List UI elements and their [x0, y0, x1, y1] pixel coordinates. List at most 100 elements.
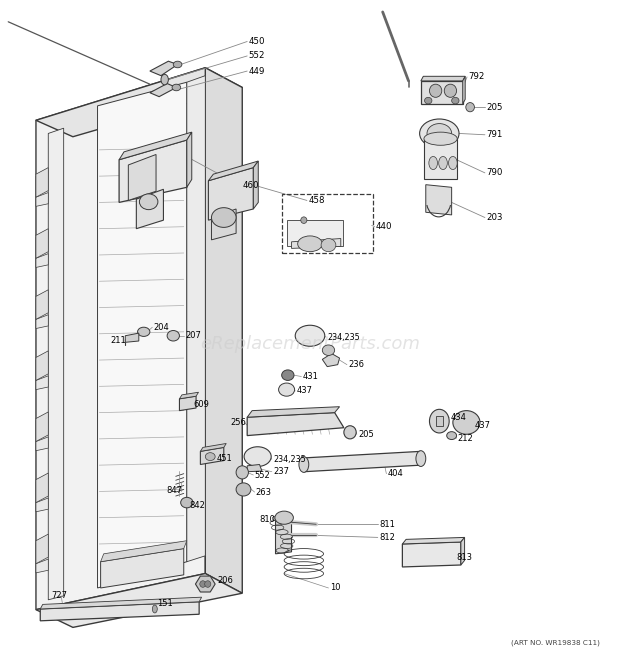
Text: 151: 151: [157, 599, 173, 607]
Ellipse shape: [322, 345, 335, 356]
Text: 256: 256: [230, 418, 246, 427]
Text: 205: 205: [486, 102, 503, 112]
Text: 440: 440: [375, 222, 392, 231]
Ellipse shape: [211, 208, 236, 227]
Text: 791: 791: [486, 130, 502, 139]
Polygon shape: [36, 498, 48, 512]
Ellipse shape: [236, 483, 251, 496]
Text: 811: 811: [379, 520, 395, 529]
Ellipse shape: [439, 157, 448, 170]
Polygon shape: [119, 132, 192, 160]
Polygon shape: [100, 549, 184, 588]
Text: 212: 212: [458, 434, 474, 443]
Ellipse shape: [425, 97, 432, 104]
Polygon shape: [136, 189, 164, 229]
Text: 211: 211: [110, 336, 126, 345]
Polygon shape: [200, 444, 226, 451]
Polygon shape: [436, 416, 443, 426]
Ellipse shape: [299, 457, 309, 473]
Ellipse shape: [278, 383, 294, 396]
Text: 813: 813: [456, 553, 472, 562]
Polygon shape: [36, 534, 48, 564]
Polygon shape: [291, 239, 341, 249]
Ellipse shape: [448, 157, 457, 170]
Polygon shape: [304, 451, 421, 472]
Polygon shape: [36, 192, 48, 206]
Ellipse shape: [167, 330, 179, 341]
Ellipse shape: [281, 370, 294, 381]
Ellipse shape: [427, 124, 451, 143]
Polygon shape: [119, 140, 187, 202]
Text: 263: 263: [256, 488, 272, 496]
Ellipse shape: [447, 432, 456, 440]
Text: 205: 205: [358, 430, 374, 439]
Ellipse shape: [180, 497, 193, 508]
Polygon shape: [402, 542, 461, 567]
Polygon shape: [36, 68, 205, 609]
Ellipse shape: [161, 74, 169, 85]
Text: 451: 451: [216, 454, 232, 463]
Text: 237: 237: [273, 467, 289, 476]
Polygon shape: [36, 229, 48, 258]
Text: 449: 449: [249, 67, 265, 75]
Text: 431: 431: [303, 372, 319, 381]
Polygon shape: [275, 516, 291, 554]
Ellipse shape: [321, 239, 336, 252]
Bar: [282, 194, 373, 253]
Text: 810: 810: [260, 514, 275, 524]
Polygon shape: [421, 81, 463, 104]
Ellipse shape: [301, 217, 307, 223]
Ellipse shape: [205, 453, 215, 461]
Polygon shape: [187, 132, 192, 187]
Ellipse shape: [445, 84, 456, 97]
Polygon shape: [40, 602, 199, 621]
Polygon shape: [36, 574, 242, 627]
Text: 434: 434: [450, 412, 466, 422]
Polygon shape: [461, 537, 464, 565]
Ellipse shape: [466, 102, 474, 112]
Polygon shape: [36, 376, 48, 389]
Polygon shape: [36, 290, 48, 319]
Polygon shape: [200, 447, 224, 465]
Text: 206: 206: [218, 576, 234, 584]
Ellipse shape: [236, 466, 249, 479]
Text: 609: 609: [193, 399, 210, 408]
Polygon shape: [150, 61, 177, 75]
Text: 437: 437: [296, 387, 312, 395]
Text: 552: 552: [249, 52, 265, 60]
Polygon shape: [402, 537, 464, 544]
Polygon shape: [36, 68, 242, 137]
Ellipse shape: [344, 426, 356, 439]
Ellipse shape: [430, 84, 442, 97]
Polygon shape: [48, 128, 64, 600]
Text: 460: 460: [242, 182, 259, 190]
Polygon shape: [36, 412, 48, 442]
Polygon shape: [286, 220, 343, 247]
Polygon shape: [97, 82, 187, 588]
Polygon shape: [100, 541, 187, 562]
Ellipse shape: [138, 327, 150, 336]
Text: 204: 204: [154, 323, 169, 332]
Polygon shape: [36, 168, 48, 197]
Text: 404: 404: [388, 469, 404, 478]
Ellipse shape: [275, 511, 293, 524]
Text: 812: 812: [379, 533, 395, 542]
Polygon shape: [36, 315, 48, 329]
Polygon shape: [36, 473, 48, 502]
Polygon shape: [150, 83, 176, 97]
Text: 727: 727: [51, 592, 68, 600]
Polygon shape: [36, 559, 48, 573]
Polygon shape: [247, 412, 344, 436]
Text: 450: 450: [249, 37, 265, 46]
Text: (ART NO. WR19838 C11): (ART NO. WR19838 C11): [510, 639, 600, 646]
Polygon shape: [205, 68, 242, 593]
Ellipse shape: [424, 132, 457, 145]
Text: 842: 842: [189, 501, 205, 510]
Ellipse shape: [295, 325, 325, 346]
Ellipse shape: [420, 119, 459, 148]
Ellipse shape: [173, 61, 182, 68]
Text: 847: 847: [166, 486, 182, 495]
Polygon shape: [254, 161, 259, 209]
Polygon shape: [211, 209, 236, 240]
Polygon shape: [247, 407, 340, 417]
